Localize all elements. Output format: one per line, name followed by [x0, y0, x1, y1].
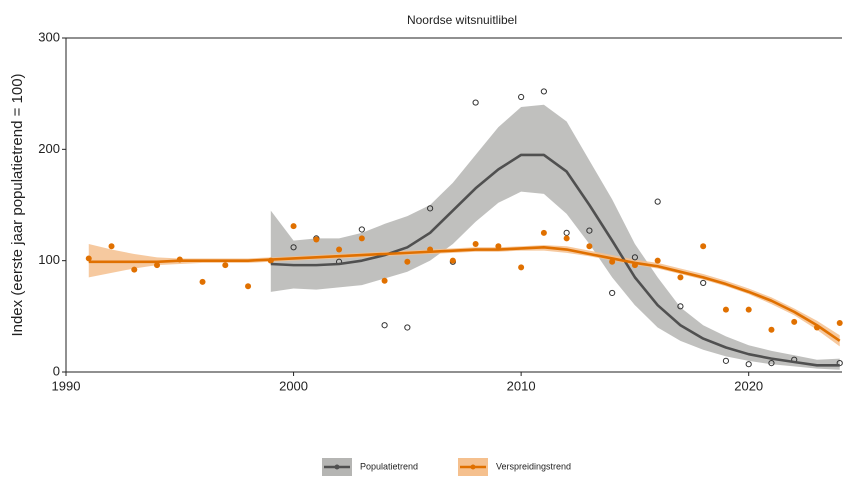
data-point: [563, 229, 570, 236]
x-tick-label: 2010: [507, 378, 536, 393]
data-point: [563, 235, 570, 242]
legend-key-dot: [470, 464, 476, 470]
legend-label: Populatietrend: [360, 461, 418, 471]
trend-line: [270, 153, 840, 367]
y-tick-label: 0: [53, 363, 60, 378]
data-point: [586, 243, 593, 250]
data-point: [700, 279, 707, 287]
data-point: [836, 320, 843, 327]
data-point: [404, 324, 411, 331]
data-point: [518, 93, 525, 101]
data-point: [404, 258, 411, 265]
confidence-band: [88, 243, 840, 347]
data-point: [745, 361, 752, 368]
data-point: [472, 240, 479, 247]
y-tick-label: 200: [38, 141, 60, 156]
data-point: [381, 322, 388, 329]
data-point: [631, 254, 639, 261]
data-point: [427, 205, 434, 212]
data-point: [654, 257, 661, 264]
data-point: [245, 283, 252, 290]
data-point: [358, 235, 365, 242]
legend-key-dot: [334, 464, 340, 470]
plot-area: [85, 88, 843, 370]
data-point: [540, 88, 547, 95]
chart-title: Noordse witsnuitlibel: [407, 13, 517, 27]
data-point: [472, 99, 479, 106]
data-point: [518, 264, 525, 271]
data-point: [654, 198, 661, 205]
data-point: [745, 306, 752, 313]
data-point: [722, 306, 729, 313]
data-point: [222, 262, 229, 269]
data-point: [768, 326, 775, 333]
data-point: [199, 278, 206, 285]
data-point: [290, 223, 297, 230]
data-point: [540, 229, 547, 236]
data-point: [495, 243, 502, 250]
x-tick-label: 2020: [734, 378, 763, 393]
data-point: [768, 359, 775, 367]
data-point: [609, 289, 616, 297]
legend-label: Verspreidingstrend: [496, 461, 571, 471]
confidence-band: [270, 104, 840, 370]
data-point: [677, 274, 684, 281]
x-tick-label: 1990: [52, 378, 81, 393]
data-point: [609, 258, 616, 265]
data-point: [358, 226, 365, 233]
trend-line: [88, 246, 841, 342]
data-point: [586, 227, 593, 234]
data-point: [131, 266, 138, 273]
data-point: [290, 244, 297, 251]
data-point: [700, 243, 707, 250]
legend: Populatietrend Verspreidingstrend: [322, 458, 571, 476]
y-tick-label: 100: [38, 252, 60, 267]
data-point: [313, 236, 320, 243]
data-point: [791, 318, 798, 325]
y-axis-label: Index (eerste jaar populatietrend = 100): [9, 73, 26, 336]
data-point: [108, 243, 115, 250]
data-point: [381, 277, 388, 284]
data-point: [336, 246, 343, 253]
x-tick-label: 2000: [279, 378, 308, 393]
data-point: [677, 303, 684, 310]
y-tick-label: 300: [38, 29, 60, 44]
data-point: [85, 255, 92, 262]
data-point: [449, 257, 456, 264]
data-point: [154, 262, 161, 269]
data-point: [722, 357, 730, 364]
